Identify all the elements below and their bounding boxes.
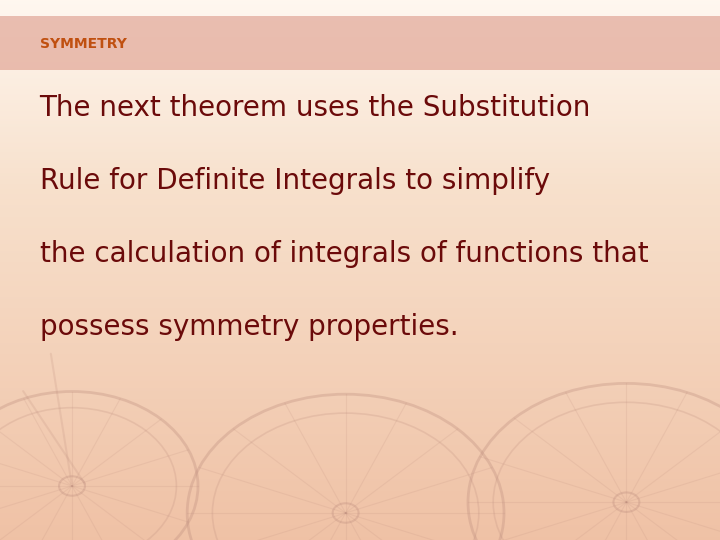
Text: The next theorem uses the Substitution: The next theorem uses the Substitution: [40, 94, 591, 122]
Text: possess symmetry properties.: possess symmetry properties.: [40, 313, 458, 341]
Bar: [0, 16, 720, 70]
Text: the calculation of integrals of functions that: the calculation of integrals of function…: [40, 240, 648, 268]
Text: SYMMETRY: SYMMETRY: [40, 37, 127, 51]
Text: Rule for Definite Integrals to simplify: Rule for Definite Integrals to simplify: [40, 167, 549, 195]
